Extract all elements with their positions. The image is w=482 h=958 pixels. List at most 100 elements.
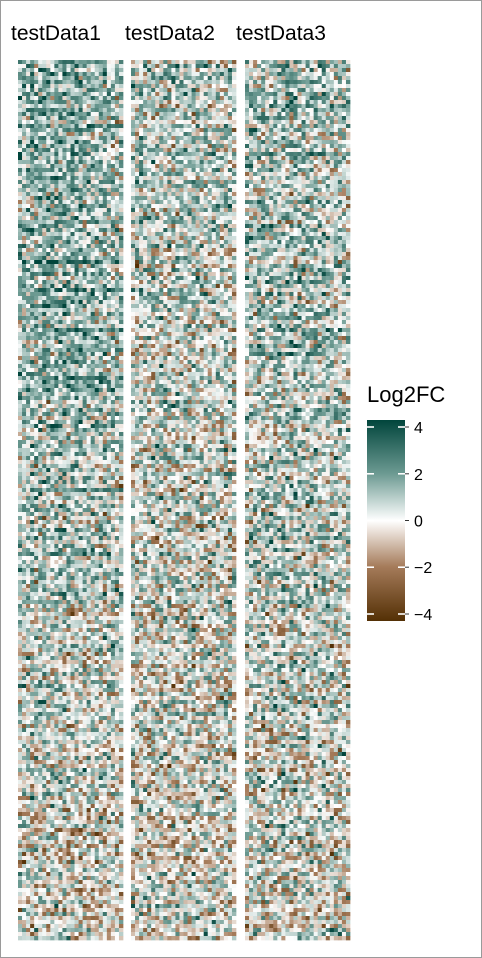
heatmap-cell <box>90 228 96 233</box>
heatmap-cell <box>54 724 59 729</box>
heatmap-cell <box>58 820 63 825</box>
heatmap-cell <box>90 220 96 225</box>
heatmap-cell <box>42 176 47 181</box>
heatmap-cell <box>118 300 124 305</box>
heatmap-cell <box>22 352 27 357</box>
heatmap-cell <box>30 776 35 781</box>
heatmap-cell <box>102 104 108 109</box>
heatmap-cell <box>94 748 100 753</box>
heatmap-cell <box>38 676 43 681</box>
heatmap-cell <box>98 572 104 577</box>
heatmap-cell <box>34 592 39 597</box>
heatmap-cell <box>50 792 55 797</box>
heatmap-cell <box>114 528 120 533</box>
heatmap-cell <box>98 440 104 445</box>
heatmap-cell <box>30 620 35 625</box>
heatmap-cell <box>74 620 79 625</box>
heatmap-cell <box>106 556 112 561</box>
heatmap-cell <box>66 776 71 781</box>
heatmap-cell <box>118 288 124 293</box>
heatmap-cell <box>54 196 59 201</box>
heatmap-cell <box>106 752 112 757</box>
heatmap-cell <box>26 692 31 697</box>
heatmap-cell <box>114 708 120 713</box>
heatmap-cell <box>62 612 67 617</box>
heatmap-cell <box>102 188 108 193</box>
heatmap-cell <box>74 180 79 185</box>
heatmap-cell <box>106 724 112 729</box>
heatmap-cell <box>78 112 83 117</box>
heatmap-cell <box>50 88 55 93</box>
heatmap-cell <box>110 92 116 97</box>
heatmap-cell <box>62 120 67 125</box>
heatmap-cell <box>58 824 63 829</box>
heatmap-cell <box>82 208 88 213</box>
heatmap-cell <box>18 732 23 737</box>
heatmap-cell <box>102 156 108 161</box>
heatmap-cell <box>50 228 55 233</box>
heatmap-cell <box>70 528 75 533</box>
heatmap-cell <box>54 400 59 405</box>
heatmap-cell <box>46 636 51 641</box>
heatmap-cell <box>58 744 63 749</box>
heatmap-cell <box>38 432 43 437</box>
heatmap-cell <box>30 148 35 153</box>
heatmap-cell <box>38 540 43 545</box>
heatmap-cell <box>74 412 79 417</box>
heatmap-cell <box>42 648 47 653</box>
heatmap-cell <box>102 796 108 801</box>
heatmap-cell <box>106 816 112 821</box>
heatmap-cell <box>102 804 108 809</box>
heatmap-cell <box>82 600 88 605</box>
heatmap-cell <box>82 268 88 273</box>
heatmap-cell <box>58 488 63 493</box>
heatmap-cell <box>30 824 35 829</box>
heatmap-cell <box>86 180 92 185</box>
heatmap-cell <box>94 176 100 181</box>
heatmap-cell <box>94 752 100 757</box>
heatmap-cell <box>34 260 39 265</box>
heatmap-cell <box>42 404 47 409</box>
heatmap-cell <box>102 788 108 793</box>
heatmap-cell <box>86 100 92 105</box>
heatmap-cell <box>46 276 51 281</box>
heatmap-cell <box>38 584 43 589</box>
heatmap-cell <box>82 708 88 713</box>
heatmap-cell <box>30 328 35 333</box>
heatmap-cell <box>102 76 108 81</box>
heatmap-cell <box>98 148 104 153</box>
heatmap-cell <box>78 176 83 181</box>
heatmap-cell <box>102 116 108 121</box>
heatmap-cell <box>94 244 100 249</box>
heatmap-cell <box>30 152 35 157</box>
heatmap-cell <box>86 744 92 749</box>
heatmap-cell <box>82 68 88 73</box>
heatmap-cell <box>22 100 27 105</box>
heatmap-cell <box>34 112 39 117</box>
heatmap-cell <box>30 724 35 729</box>
heatmap-cell <box>58 368 63 373</box>
heatmap-cell <box>90 160 96 165</box>
heatmap-cell <box>86 256 92 261</box>
heatmap-cell <box>18 60 23 65</box>
heatmap-cell <box>30 312 35 317</box>
heatmap-cell <box>114 584 120 589</box>
heatmap-cell <box>114 240 120 245</box>
heatmap-cell <box>34 400 39 405</box>
heatmap-cell <box>30 64 35 69</box>
heatmap-cell <box>86 712 92 717</box>
heatmap-cell <box>110 252 116 257</box>
heatmap-cell <box>54 668 59 673</box>
heatmap-cell <box>62 636 67 641</box>
heatmap-cell <box>30 132 35 137</box>
heatmap-cell <box>106 348 112 353</box>
heatmap-cell <box>38 528 43 533</box>
heatmap-cell <box>46 192 51 197</box>
heatmap-cell <box>30 752 35 757</box>
heatmap-cell <box>86 104 92 109</box>
heatmap-cell <box>22 776 27 781</box>
heatmap-cell <box>30 684 35 689</box>
heatmap-cell <box>98 776 104 781</box>
heatmap-cell <box>38 684 43 689</box>
heatmap-cell <box>54 524 59 529</box>
